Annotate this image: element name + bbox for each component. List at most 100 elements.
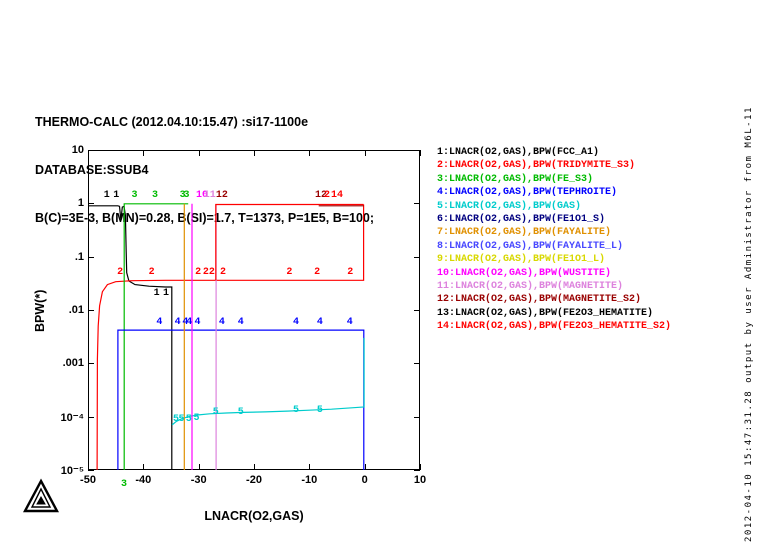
curve-label: 3 xyxy=(120,479,127,491)
curve-label: 4 xyxy=(346,316,353,328)
y-axis-tick xyxy=(88,150,94,151)
y-axis-tick xyxy=(88,203,94,205)
series-line-TEPHROITE xyxy=(117,329,365,470)
curve-label: 5 xyxy=(185,413,192,425)
curve-label: 2 xyxy=(195,266,202,278)
legend-item-FE2O3_HEMATITE_S2: 14:LNACR(O2,GAS),BPW(FE2O3_HEMATITE_S2) xyxy=(437,321,672,333)
legend-item-FAYALITE: 7:LNACR(O2,GAS),BPW(FAYALITE) xyxy=(437,227,612,239)
y-axis-title: BPW(*) xyxy=(33,289,47,332)
y-axis-tick-label: 10⁻⁴ xyxy=(60,411,84,424)
curve-label: 11 xyxy=(203,189,216,201)
x-axis-tick xyxy=(254,464,255,470)
y-axis-tick xyxy=(414,150,420,151)
curve-label: 2 xyxy=(117,266,124,278)
legend-item-GAS: 5:LNACR(O2,GAS),BPW(GAS) xyxy=(437,200,582,212)
y-axis-tick xyxy=(88,310,94,311)
series-line-FE2O3_HEMATITE_S2 xyxy=(215,203,364,281)
curve-label: 1 xyxy=(163,287,170,299)
x-axis-tick-label: -30 xyxy=(190,474,207,486)
x-axis-tick xyxy=(198,150,200,156)
curve-label: 5 xyxy=(316,405,323,417)
y-axis-tick-label: 10⁻⁵ xyxy=(60,465,84,477)
series-line-GAS xyxy=(171,337,365,426)
x-axis-tick xyxy=(309,464,311,470)
legend-item-MAGNETITE: 11:LNACR(O2,GAS),BPW(MAGNETITE) xyxy=(437,281,624,293)
curve-label: 12 xyxy=(215,189,228,201)
y-axis-tick xyxy=(414,310,420,311)
curve-label: 1 xyxy=(153,287,160,299)
curve-label: 2 xyxy=(347,266,354,278)
curve-label: 4 xyxy=(156,316,163,328)
legend-item-WUSTITE: 10:LNACR(O2,GAS),BPW(WUSTITE) xyxy=(437,267,612,279)
x-axis-tick xyxy=(364,150,366,156)
curve-label: 5 xyxy=(193,412,200,424)
series-line-FE_S3 xyxy=(123,203,189,470)
legend-item-FCC_A1: 1:LNACR(O2,GAS),BPW(FCC_A1) xyxy=(437,147,600,158)
y-axis-tick xyxy=(414,203,420,205)
series-line-TRIDYMITE_S3 xyxy=(96,204,365,470)
curve-label: 2 xyxy=(219,266,227,278)
x-axis-tick xyxy=(88,464,89,470)
curve-label: 3 xyxy=(183,190,190,202)
header-database: DATABASE:SSUB4 xyxy=(35,163,149,177)
x-axis-tick-label: -10 xyxy=(301,474,318,486)
legend-item-TEPHROITE: 4:LNACR(O2,GAS),BPW(TEPHROITE) xyxy=(437,187,618,199)
curve-label: 4 xyxy=(182,316,189,328)
x-axis-tick xyxy=(88,150,89,156)
x-axis-tick xyxy=(143,464,145,470)
curve-label: 3 xyxy=(131,190,138,202)
series-line-FCC_A1 xyxy=(88,205,173,470)
curves-layer xyxy=(88,203,365,470)
curve-label: 4 xyxy=(186,316,193,328)
legend: 1:LNACR(O2,GAS),BPW(FCC_A1) 2:LNACR(O2,GA… xyxy=(437,146,671,334)
legend-item-FE1O1_L: 9:LNACR(O2,GAS),BPW(FE1O1_L) xyxy=(437,254,606,266)
curve-label: 3 xyxy=(151,190,158,202)
x-axis-tick xyxy=(364,464,366,470)
x-axis-tick-label: -40 xyxy=(135,474,152,486)
x-axis-tick xyxy=(420,464,421,470)
y-axis-tick-label: 10 xyxy=(71,144,84,156)
curve-label: 4 xyxy=(174,316,181,328)
curve-label: 2 xyxy=(314,266,321,278)
curve-label: 2 xyxy=(202,266,209,278)
curve-label: 2 xyxy=(324,189,331,201)
x-axis-title: LNACR(O2,GAS) xyxy=(204,509,304,523)
curve-label: 4 xyxy=(218,316,225,328)
y-axis-tick xyxy=(88,363,94,365)
output-timestamp-note: 2012-04-10 15:47:31.28 output by user Ad… xyxy=(744,106,754,542)
x-axis-tick xyxy=(309,150,311,156)
legend-item-FAYALITE_L: 8:LNACR(O2,GAS),BPW(FAYALITE_L) xyxy=(437,240,624,252)
curve-label: 5 xyxy=(293,405,300,417)
legend-item-FE_S3: 3:LNACR(O2,GAS),BPW(FE_S3) xyxy=(437,173,594,185)
curve-label: 3 xyxy=(179,190,186,202)
y-axis-tick-label: .01 xyxy=(68,304,84,316)
y-axis-tick xyxy=(88,470,94,471)
x-axis-tick xyxy=(420,150,421,156)
curve-label: 5 xyxy=(212,407,219,419)
curve-label: 2 xyxy=(286,266,293,278)
curve-label: 10 xyxy=(195,189,208,201)
curve-label: 12 xyxy=(314,189,327,201)
x-axis-tick-label: -50 xyxy=(80,474,96,486)
y-axis-tick-label: .001 xyxy=(62,357,84,370)
curve-label: 5 xyxy=(178,413,185,425)
x-axis-tick xyxy=(254,150,255,156)
y-axis-tick xyxy=(88,416,94,418)
x-axis-tick-label: 10 xyxy=(413,474,427,486)
x-axis-tick xyxy=(198,464,200,470)
curve-label: 4 xyxy=(316,316,323,328)
y-axis-tick xyxy=(88,256,94,258)
curve-label: 4 xyxy=(237,316,244,328)
curve-label: 1 xyxy=(103,189,110,201)
curve-label: 5 xyxy=(172,413,179,425)
curve-label: 5 xyxy=(237,407,244,419)
y-axis-tick xyxy=(414,416,420,418)
legend-item-TRIDYMITE_S3: 2:LNACR(O2,GAS),BPW(TRIDYMITE_S3) xyxy=(437,160,636,172)
curve-label: 14 xyxy=(330,189,344,201)
curve-label: 2 xyxy=(208,266,215,278)
y-axis-tick-label: .1 xyxy=(74,250,84,263)
curve-label: 1 xyxy=(113,189,120,201)
curve-label: 4 xyxy=(293,316,300,328)
legend-item-MAGNETITE_S2: 12:LNACR(O2,GAS),BPW(MAGNETITE_S2) xyxy=(437,294,642,306)
